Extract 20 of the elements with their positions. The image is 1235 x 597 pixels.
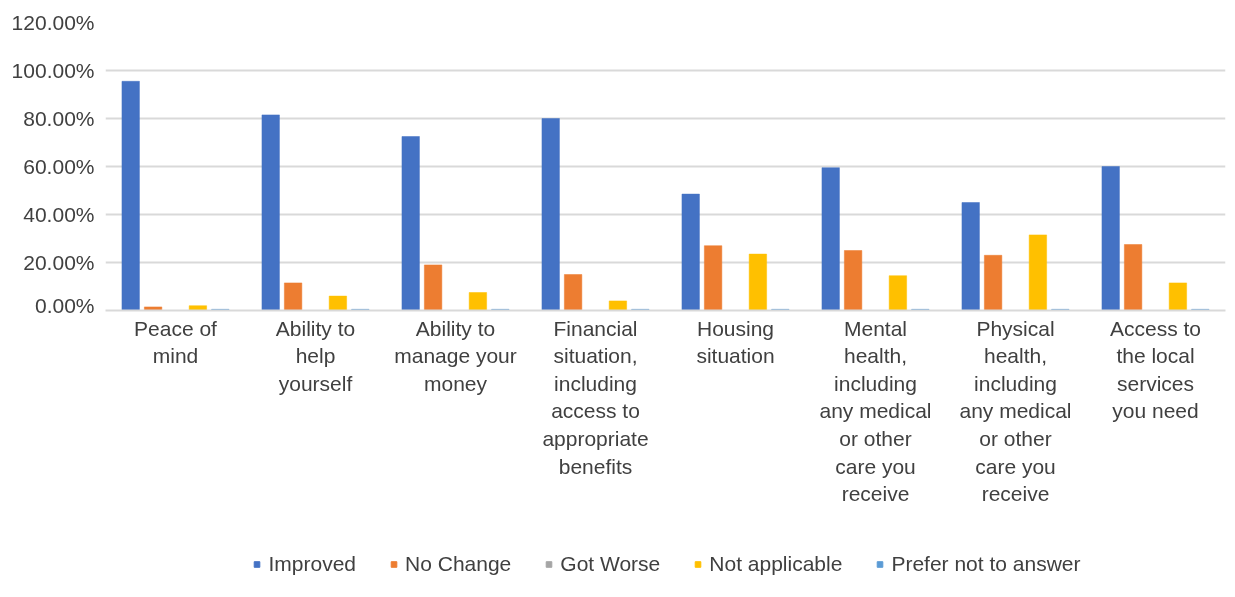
y-tick-label: 60.00% [23,155,95,178]
y-tick-label: 80.00% [23,107,95,130]
y-tick-label: 40.00% [23,203,95,226]
x-tick-label: Peace of mind [134,316,218,368]
y-tick-label: 100.00% [11,59,95,82]
x-tick-label: Housing situation [696,316,775,368]
x-tick-label: Ability to help yourself [275,316,356,395]
y-tick-label: 0.00% [34,293,95,317]
legend-label: Prefer not to answer [891,552,1081,576]
x-tick-label: Mental health, including any medical or other care you receive [819,316,932,506]
legend-label: Not applicable [709,552,843,576]
x-tick-label: Ability to manage your money [394,316,517,395]
y-tick-label: 20.00% [23,251,95,274]
legend-label: Got Worse [560,552,661,576]
y-tick-label: 120.00% [11,11,95,34]
legend-label: No Change [405,552,512,576]
x-tick-label: Access to the local services you need [1109,316,1202,423]
x-tick-label: Physical health, including any medical or other care you receive [959,316,1072,506]
legend-label: Improved [268,552,357,576]
x-tick-label: Financial situation, including access to appropriate benefits [542,316,649,478]
